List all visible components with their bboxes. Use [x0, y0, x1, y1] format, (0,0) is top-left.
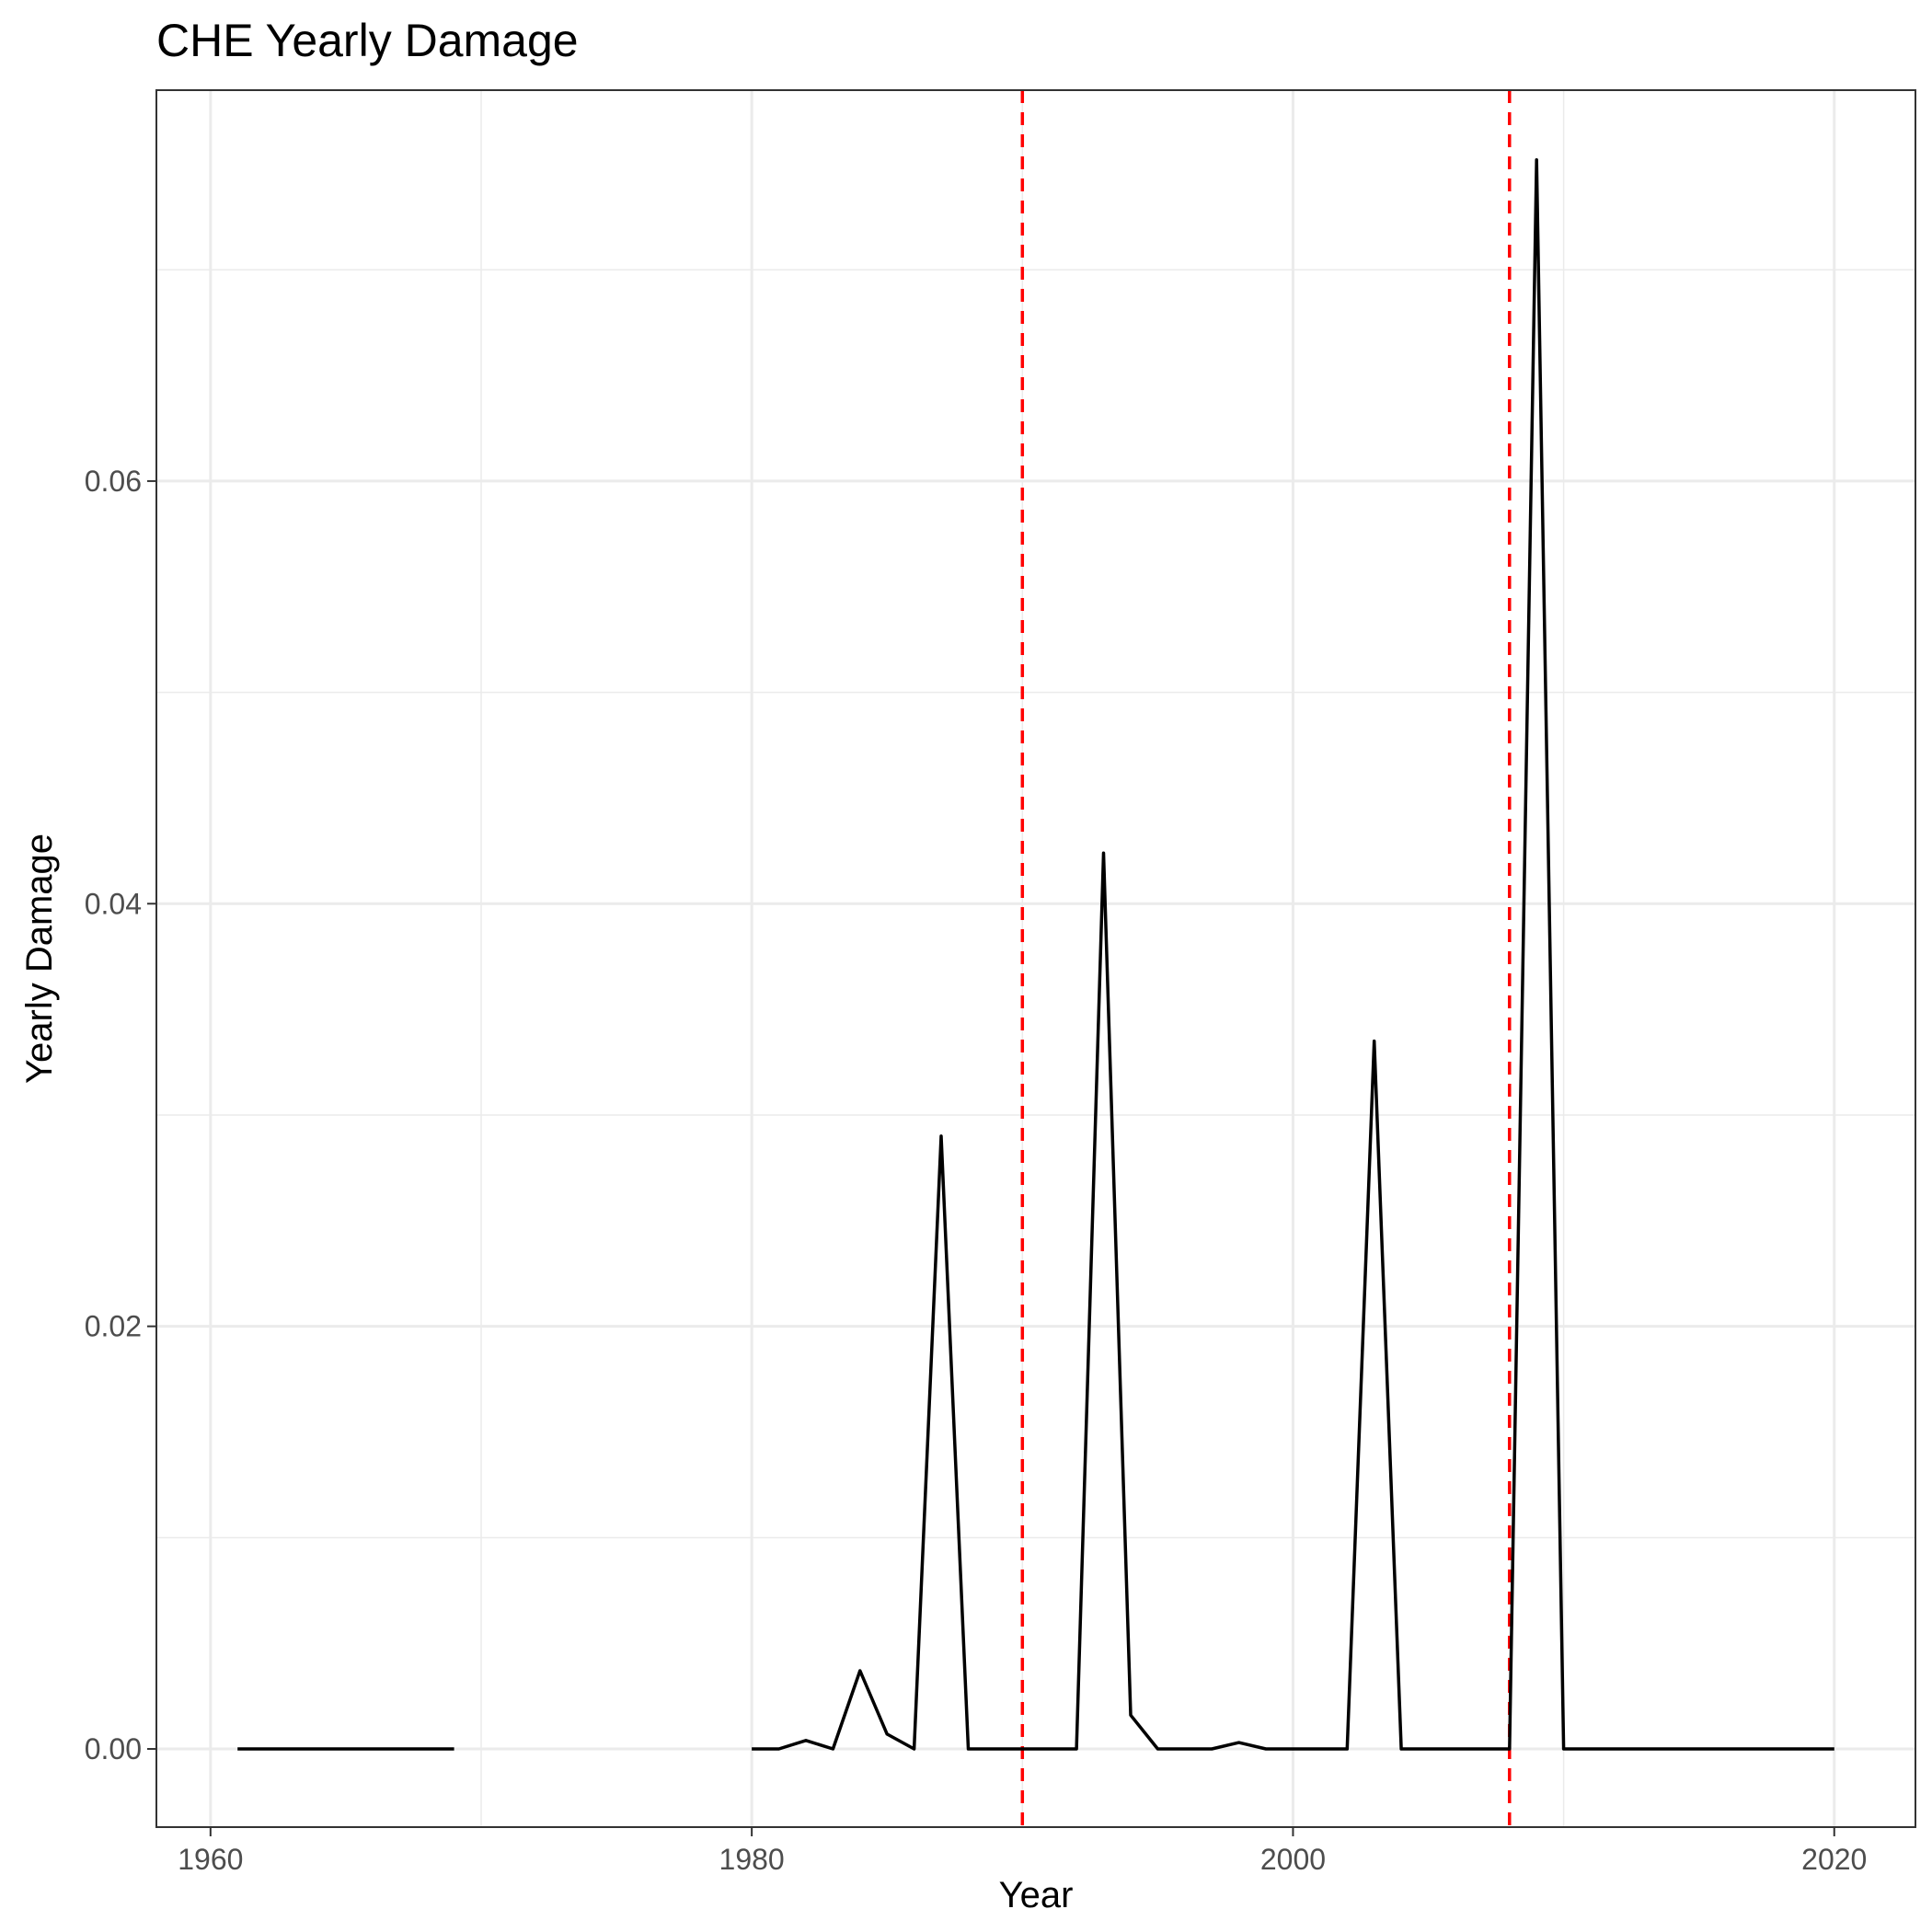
y-axis-label: Yearly Damage [19, 834, 60, 1084]
x-tick-label: 1960 [178, 1843, 243, 1876]
y-tick-label: 0.06 [85, 465, 142, 498]
y-axis: 0.00 0.02 0.04 0.06 [85, 465, 156, 1765]
series-segment [752, 158, 1834, 1751]
y-tick-label: 0.04 [85, 887, 142, 920]
reference-lines [1020, 90, 1512, 1827]
x-tick-label: 2020 [1801, 1843, 1867, 1876]
x-axis-label: Year [999, 1875, 1074, 1915]
x-axis: 1960 1980 2000 2020 [178, 1827, 1867, 1876]
y-tick-label: 0.02 [85, 1310, 142, 1343]
series-line [237, 158, 1834, 1751]
chart-title: CHE Yearly Damage [156, 15, 579, 66]
x-tick-label: 2000 [1260, 1843, 1326, 1876]
grid [156, 90, 1915, 1827]
y-tick-label: 0.00 [85, 1732, 142, 1765]
x-tick-label: 1980 [719, 1843, 785, 1876]
panel-border [155, 89, 1916, 1828]
